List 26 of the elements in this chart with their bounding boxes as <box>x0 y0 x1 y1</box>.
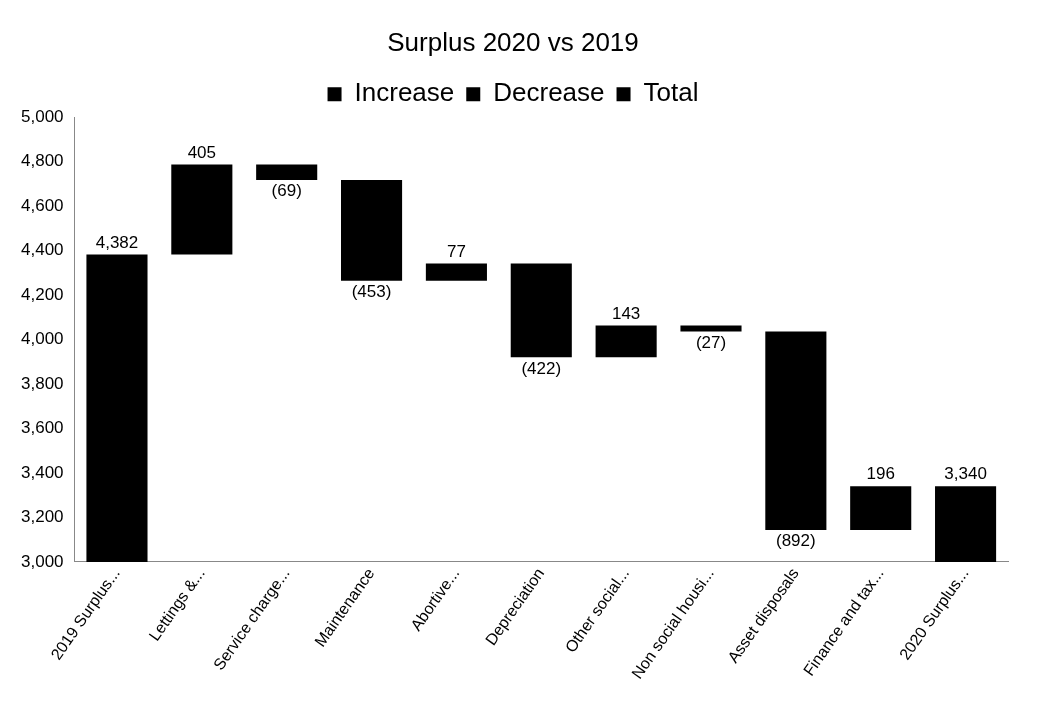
y-tick-label: 3,400 <box>20 462 64 482</box>
data-label: 4,382 <box>95 232 139 252</box>
data-label: (453) <box>351 281 392 301</box>
data-label: (422) <box>521 358 562 378</box>
data-label: (27) <box>695 332 727 352</box>
data-label: (69) <box>271 181 302 201</box>
y-tick-label: 4,600 <box>20 195 64 215</box>
data-label: (892) <box>776 531 816 551</box>
y-tick-label: 4,400 <box>20 240 64 260</box>
legend-label: Decrease <box>493 77 605 108</box>
legend-label: Total <box>643 77 699 108</box>
y-tick-label: 3,800 <box>20 373 64 393</box>
y-tick-label: 4,000 <box>20 329 64 349</box>
legend-label: Increase <box>354 77 455 108</box>
data-label: 3,340 <box>944 464 987 484</box>
data-label: 77 <box>446 241 466 261</box>
chart-title: Surplus 2020 vs 2019 <box>387 26 639 57</box>
y-tick-label: 5,000 <box>20 106 64 126</box>
data-label: 405 <box>187 142 217 162</box>
data-label: 196 <box>866 464 895 484</box>
y-tick-label: 3,000 <box>20 551 64 571</box>
y-tick-label: 4,800 <box>20 151 64 171</box>
y-tick-label: 3,600 <box>20 418 64 438</box>
y-tick-label: 3,200 <box>20 507 64 527</box>
y-tick-label: 4,200 <box>20 284 64 304</box>
data-label: 143 <box>611 303 641 323</box>
